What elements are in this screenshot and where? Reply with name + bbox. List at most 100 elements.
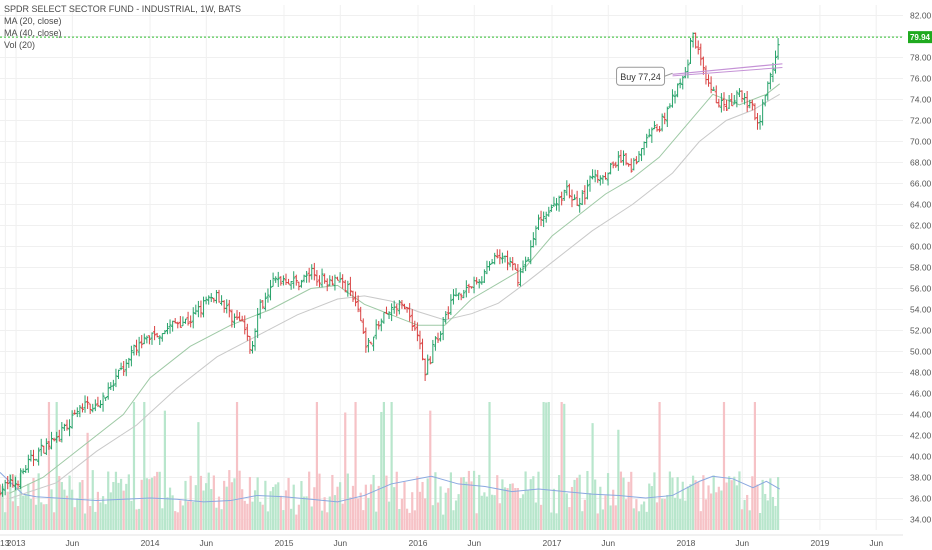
ohlc-bar <box>593 169 597 183</box>
volume-bar <box>259 501 262 530</box>
ohlc-bar <box>106 382 110 400</box>
volume-bar <box>756 484 759 530</box>
ohlc-bar <box>124 359 128 377</box>
ohlc-bar <box>44 438 48 456</box>
y-axis[interactable]: 82.0080.0078.0076.0074.0072.0070.0068.00… <box>908 11 932 525</box>
ohlc-bar <box>263 292 267 311</box>
ohlc-bar <box>459 293 463 301</box>
volume-bar <box>434 472 437 530</box>
ohlc-bar <box>377 321 381 330</box>
trendline[interactable] <box>672 63 783 77</box>
volume-bar <box>166 497 169 530</box>
ohlc-bar <box>222 300 226 313</box>
volume-bar <box>398 508 401 530</box>
volume-bar <box>697 481 700 530</box>
ohlc-bar <box>475 277 479 285</box>
volume-bar <box>776 477 780 530</box>
volume-bar <box>462 477 465 530</box>
volume-bar <box>338 482 342 530</box>
volume-bar <box>632 508 635 530</box>
ohlc-bar <box>621 150 626 166</box>
x-tick-label: 2017 <box>543 538 562 548</box>
volume-bar <box>532 476 535 530</box>
volume-bar <box>264 480 267 530</box>
volume-bar <box>143 402 146 530</box>
y-tick-label: 42.00 <box>910 431 932 441</box>
volume-bar <box>4 512 7 530</box>
volume-bar <box>372 474 375 530</box>
ohlc-bar <box>557 195 561 212</box>
volume-bar <box>168 487 172 530</box>
volume-bar <box>650 486 653 530</box>
volume-bar <box>429 410 432 530</box>
ohlc-bar <box>691 32 695 48</box>
y-tick-label: 40.00 <box>910 452 932 462</box>
volume-bar <box>457 494 460 530</box>
y-tick-label: 54.00 <box>910 305 932 315</box>
volume-bar <box>99 502 102 530</box>
ohlc-bar <box>735 90 739 108</box>
ohlc-bar <box>694 32 698 49</box>
ohlc-bar <box>304 270 309 283</box>
volume-bar <box>297 504 300 530</box>
volume-bar <box>671 477 674 530</box>
ohlc-bar <box>348 276 352 297</box>
ohlc-bar <box>140 335 144 349</box>
volume-bar <box>300 481 303 530</box>
buy-annotation[interactable]: Buy 77,24 <box>616 66 673 86</box>
ohlc-bar <box>560 191 564 206</box>
x-tick-label: 2015 <box>275 538 294 548</box>
ohlc-bar <box>101 392 105 412</box>
volume-bar <box>514 488 517 530</box>
volume-bar <box>509 483 512 530</box>
ohlc-bar <box>410 309 414 331</box>
volume-bar <box>488 402 491 530</box>
ohlc-bar <box>487 261 492 271</box>
ohlc-bar <box>724 99 729 111</box>
ohlc-bar <box>155 332 159 338</box>
ohlc-bar <box>119 362 123 371</box>
volume-bar <box>681 481 684 530</box>
ohlc-bar <box>243 315 247 335</box>
volume-bar <box>686 486 690 530</box>
volume-bar <box>588 493 592 530</box>
volume-bar <box>318 473 321 530</box>
volume-bar <box>148 479 151 530</box>
ohlc-bar <box>165 322 170 335</box>
volume-bar <box>421 481 424 530</box>
ohlc-bar <box>529 240 533 265</box>
volume-bar <box>233 478 236 530</box>
volume-bar <box>552 488 556 530</box>
volume-bar <box>635 499 638 530</box>
volume-bar <box>717 486 720 530</box>
volume-bar <box>539 504 543 530</box>
ohlc-bar <box>755 112 760 130</box>
volume-bar <box>220 509 223 530</box>
y-tick-label: 62.00 <box>910 221 932 231</box>
volume-bar <box>284 490 288 530</box>
volume-bar <box>604 495 607 530</box>
volume-bar <box>305 496 308 530</box>
ohlc-bar <box>253 328 257 351</box>
ohlc-bar <box>13 476 18 491</box>
ohlc-bar <box>183 318 188 324</box>
ohlc-bar <box>431 339 435 364</box>
volume-bar <box>138 508 141 530</box>
ohlc-bar <box>145 335 149 344</box>
volume-bar <box>357 498 360 530</box>
ohlc-bar <box>457 292 461 301</box>
ohlc-bar <box>647 128 651 138</box>
x-tick-label: Jun <box>735 538 749 548</box>
volume-bar <box>617 429 620 530</box>
volume-bar <box>96 491 100 530</box>
volume-bar <box>735 485 738 530</box>
ohlc-bar <box>676 83 680 98</box>
volume-bar <box>230 482 233 530</box>
volume-bar <box>34 504 38 530</box>
trendline-segment <box>672 63 783 75</box>
volume-bar <box>467 470 471 530</box>
y-tick-label: 56.00 <box>910 284 932 294</box>
ohlc-bar <box>158 335 162 346</box>
